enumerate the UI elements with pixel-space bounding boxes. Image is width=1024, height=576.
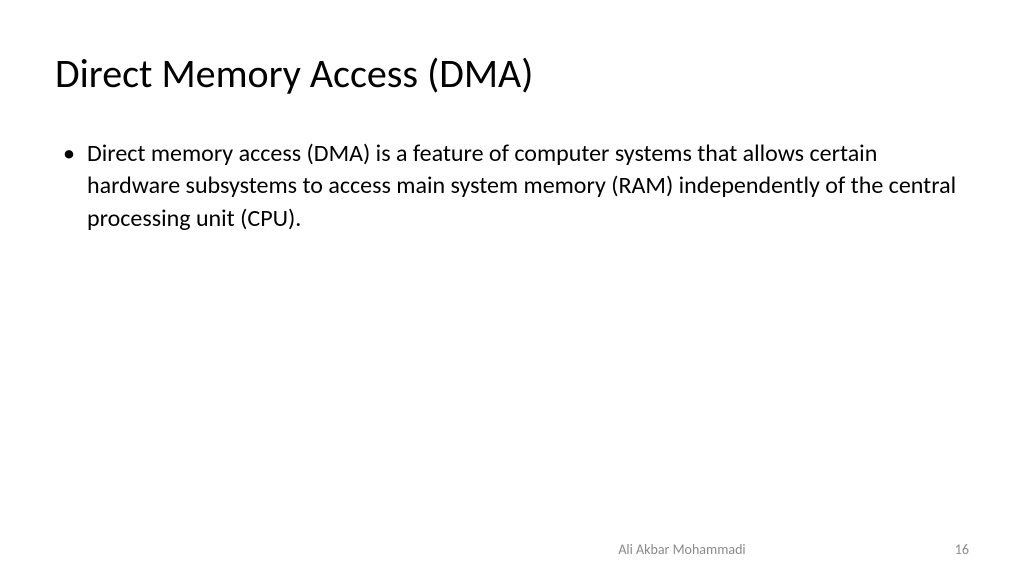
slide-footer: Ali Akbar Mohammadi 16 — [0, 541, 1024, 558]
footer-page-number: 16 — [955, 541, 969, 558]
bullet-list: Direct memory access (DMA) is a feature … — [55, 138, 969, 235]
slide-container: Direct Memory Access (DMA) Direct memory… — [0, 0, 1024, 576]
slide-title: Direct Memory Access (DMA) — [55, 50, 969, 98]
bullet-item: Direct memory access (DMA) is a feature … — [63, 138, 969, 235]
footer-author: Ali Akbar Mohammadi — [278, 541, 745, 558]
